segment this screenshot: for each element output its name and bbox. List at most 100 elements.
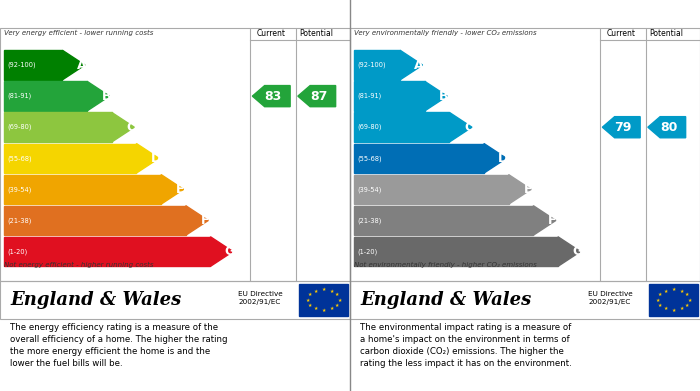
Bar: [4, 206, 186, 235]
Text: 83: 83: [265, 90, 282, 102]
Text: (55-68): (55-68): [357, 155, 382, 161]
Text: ★: ★: [308, 292, 312, 298]
Text: Current: Current: [257, 29, 286, 38]
Text: (69-80): (69-80): [7, 124, 31, 131]
Text: ★: ★: [671, 287, 676, 292]
Bar: [4, 81, 87, 111]
Text: (69-80): (69-80): [357, 124, 382, 131]
Text: 79: 79: [615, 121, 632, 134]
Bar: [354, 81, 425, 111]
Bar: [650, 284, 699, 316]
Text: ★: ★: [314, 289, 318, 294]
Text: F: F: [201, 214, 209, 227]
Bar: [354, 206, 533, 235]
Polygon shape: [558, 237, 580, 266]
Text: (92-100): (92-100): [7, 62, 36, 68]
Bar: [354, 143, 484, 173]
Text: ★: ★: [671, 308, 676, 313]
Text: ★: ★: [314, 306, 318, 311]
Text: ★: ★: [685, 303, 690, 308]
Text: ★: ★: [658, 292, 662, 298]
Text: ★: ★: [680, 306, 684, 311]
Text: Potential: Potential: [650, 29, 684, 38]
Text: Not energy efficient - higher running costs: Not energy efficient - higher running co…: [4, 262, 153, 268]
Polygon shape: [136, 143, 159, 173]
Text: ★: ★: [330, 306, 334, 311]
Text: (1-20): (1-20): [7, 248, 27, 255]
Text: G: G: [572, 245, 582, 258]
Polygon shape: [253, 86, 290, 107]
Polygon shape: [533, 206, 556, 235]
Text: ★: ★: [321, 287, 326, 292]
Text: ★: ★: [308, 303, 312, 308]
Text: A: A: [414, 59, 424, 72]
Text: E: E: [176, 183, 185, 196]
Polygon shape: [62, 50, 85, 80]
Text: F: F: [548, 214, 556, 227]
Polygon shape: [112, 113, 134, 142]
Text: ★: ★: [680, 289, 684, 294]
Text: (81-91): (81-91): [7, 93, 31, 99]
Text: ★: ★: [685, 292, 690, 298]
Polygon shape: [484, 143, 507, 173]
Text: EU Directive
2002/91/EC: EU Directive 2002/91/EC: [238, 291, 283, 305]
Text: (39-54): (39-54): [357, 186, 382, 193]
Text: ★: ★: [656, 298, 660, 303]
Text: ★: ★: [306, 298, 310, 303]
Polygon shape: [602, 117, 640, 138]
Text: ★: ★: [664, 306, 668, 311]
Text: D: D: [150, 152, 161, 165]
Text: ★: ★: [321, 308, 326, 313]
Text: B: B: [102, 90, 111, 102]
Text: ★: ★: [335, 292, 340, 298]
Text: (92-100): (92-100): [357, 62, 386, 68]
Polygon shape: [509, 175, 531, 204]
Text: England & Wales: England & Wales: [360, 291, 532, 309]
Bar: [4, 237, 211, 266]
Text: Current: Current: [607, 29, 636, 38]
Text: E: E: [524, 183, 532, 196]
Text: Very environmentally friendly - lower CO₂ emissions: Very environmentally friendly - lower CO…: [354, 30, 536, 36]
Text: Potential: Potential: [300, 29, 334, 38]
Polygon shape: [161, 175, 183, 204]
Text: A: A: [77, 59, 86, 72]
Text: ★: ★: [664, 289, 668, 294]
Bar: [354, 50, 400, 80]
Text: Energy Efficiency Rating: Energy Efficiency Rating: [7, 7, 190, 20]
Text: ★: ★: [337, 298, 342, 303]
Text: (55-68): (55-68): [7, 155, 31, 161]
Text: (81-91): (81-91): [357, 93, 382, 99]
Text: B: B: [439, 90, 449, 102]
Text: ★: ★: [687, 298, 692, 303]
Bar: [4, 143, 136, 173]
Bar: [354, 237, 558, 266]
Text: Very energy efficient - lower running costs: Very energy efficient - lower running co…: [4, 30, 153, 36]
Polygon shape: [648, 117, 686, 138]
Text: EU Directive
2002/91/EC: EU Directive 2002/91/EC: [588, 291, 633, 305]
Text: ★: ★: [335, 303, 340, 308]
Polygon shape: [425, 81, 447, 111]
Text: ★: ★: [658, 303, 662, 308]
Text: Not environmentally friendly - higher CO₂ emissions: Not environmentally friendly - higher CO…: [354, 262, 536, 268]
Polygon shape: [400, 50, 423, 80]
Text: C: C: [126, 121, 136, 134]
Polygon shape: [211, 237, 233, 266]
Bar: [4, 175, 161, 204]
Text: 80: 80: [660, 121, 678, 134]
Text: England & Wales: England & Wales: [10, 291, 182, 309]
Text: D: D: [498, 152, 508, 165]
Text: (39-54): (39-54): [7, 186, 31, 193]
Bar: [354, 113, 449, 142]
Bar: [4, 50, 62, 80]
Bar: [354, 175, 509, 204]
Polygon shape: [186, 206, 209, 235]
Text: G: G: [225, 245, 235, 258]
Text: (21-38): (21-38): [357, 217, 382, 224]
Text: ★: ★: [330, 289, 334, 294]
Text: Environmental Impact (CO₂) Rating: Environmental Impact (CO₂) Rating: [357, 7, 619, 20]
Text: 87: 87: [310, 90, 328, 102]
Text: C: C: [464, 121, 473, 134]
Text: (1-20): (1-20): [357, 248, 377, 255]
Polygon shape: [298, 86, 336, 107]
Polygon shape: [449, 113, 472, 142]
